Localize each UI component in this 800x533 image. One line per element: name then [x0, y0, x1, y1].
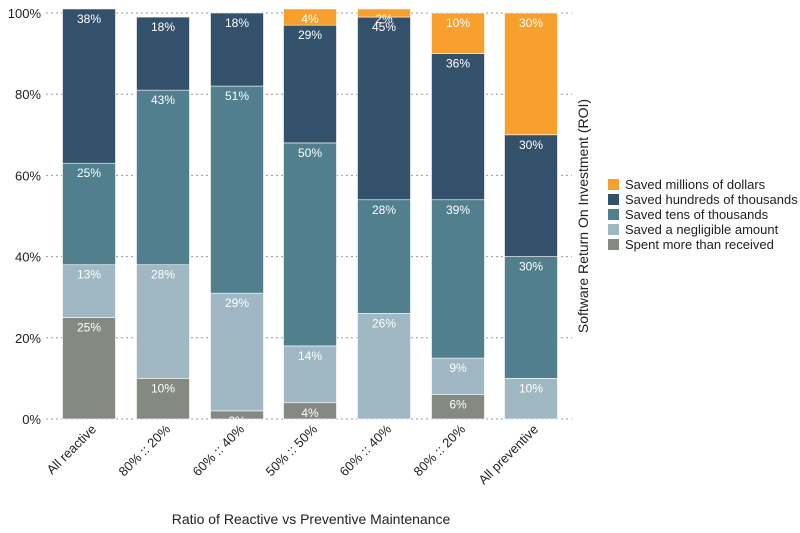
data-label: 38% — [77, 12, 101, 26]
bar-segment — [62, 264, 116, 318]
bar-segment — [283, 8, 337, 26]
data-label: 39% — [446, 203, 470, 217]
bars: 25% 13% 25% 38% 10% 28% 43% 18% 2% 29% 51% 18% 4% 14%… — [62, 8, 558, 428]
x-tick-label: All reactive — [44, 422, 100, 478]
data-label: 28% — [372, 203, 396, 217]
data-label: 30% — [519, 16, 543, 30]
y-tick-label: 60% — [15, 168, 41, 183]
x-axis-title: Ratio of Reactive vs Preventive Maintena… — [172, 511, 451, 527]
data-label: 25% — [77, 321, 101, 335]
data-label: 4% — [301, 406, 319, 420]
x-tick-label: 60% :: 40% — [336, 421, 394, 479]
data-label: 6% — [449, 398, 467, 412]
x-tick-label: All preventive — [475, 422, 541, 488]
data-label: 10% — [519, 381, 543, 395]
bar-segment — [504, 12, 558, 136]
data-label: 25% — [77, 166, 101, 180]
bar-segment — [62, 317, 116, 420]
y-tick-label: 40% — [15, 250, 41, 265]
data-label: 30% — [519, 138, 543, 152]
legend-swatch — [608, 209, 619, 220]
legend-swatch — [608, 179, 619, 190]
data-label: 13% — [77, 268, 101, 282]
data-label: 28% — [151, 268, 175, 282]
x-tick-label: 80% :: 20% — [115, 421, 173, 479]
data-label: 2% — [375, 12, 393, 26]
legend-label: Spent more than received — [625, 237, 774, 252]
bar-segment — [357, 199, 411, 314]
data-label: 45% — [372, 20, 396, 34]
data-label: 43% — [151, 93, 175, 107]
data-label: 51% — [225, 89, 249, 103]
bar-segment — [136, 16, 190, 91]
bar-segment — [431, 53, 485, 201]
data-label: 9% — [449, 361, 467, 375]
bar-segment — [504, 134, 558, 257]
bar-segment — [283, 345, 337, 404]
bar-segment — [136, 378, 190, 420]
bar-segment — [210, 85, 264, 294]
bar-segment — [357, 8, 411, 18]
legend-label: Saved a negligible amount — [625, 222, 779, 237]
data-label: 2% — [228, 414, 246, 428]
legend-label: Saved hundreds of thousands — [625, 192, 798, 207]
legend-label: Saved tens of thousands — [625, 207, 769, 222]
bar-segment — [431, 199, 485, 359]
data-label: 29% — [225, 296, 249, 310]
data-label: 10% — [446, 16, 470, 30]
data-label: 26% — [372, 316, 396, 330]
bar-segment — [62, 8, 116, 164]
legend-swatch — [608, 239, 619, 250]
y-tick-labels: 0% 20% 40% 60% 80% 100% — [8, 6, 42, 427]
bar-segment — [431, 394, 485, 420]
x-tick-label: 80% :: 20% — [410, 421, 468, 479]
legend-swatch — [608, 224, 619, 235]
data-label: 36% — [446, 57, 470, 71]
data-label: 14% — [298, 349, 322, 363]
bar-segment — [136, 89, 190, 266]
y-tick-label: 80% — [15, 87, 41, 102]
y-tick-label: 0% — [22, 412, 41, 427]
data-label: 50% — [298, 146, 322, 160]
bar-segment — [136, 264, 190, 379]
data-label: 30% — [519, 260, 543, 274]
data-label: 18% — [225, 16, 249, 30]
bar-segment — [283, 24, 337, 144]
x-tick-label: 50% :: 50% — [262, 421, 320, 479]
bar-segment — [210, 12, 264, 87]
legend-label: Saved millions of dollars — [625, 177, 766, 192]
legend-swatch — [608, 194, 619, 205]
bar-segment — [283, 142, 337, 347]
data-label: 4% — [301, 12, 319, 26]
x-tick-labels: All reactive 80% :: 20% 60% :: 40% 50% :: 5… — [44, 421, 542, 487]
bar-segment — [210, 292, 264, 412]
y-axis-title: Software Return On Investment (ROI) — [575, 99, 591, 333]
bar-segment — [357, 313, 411, 420]
data-label: 10% — [151, 381, 175, 395]
y-tick-label: 100% — [8, 6, 42, 21]
bar-segment — [504, 256, 558, 379]
data-label: 18% — [151, 20, 175, 34]
bar-segment — [357, 16, 411, 201]
data-label: 29% — [298, 28, 322, 42]
x-tick-label: 60% :: 40% — [189, 421, 247, 479]
bar-segment — [431, 12, 485, 54]
bar-segment — [431, 357, 485, 395]
y-tick-label: 20% — [15, 331, 41, 346]
